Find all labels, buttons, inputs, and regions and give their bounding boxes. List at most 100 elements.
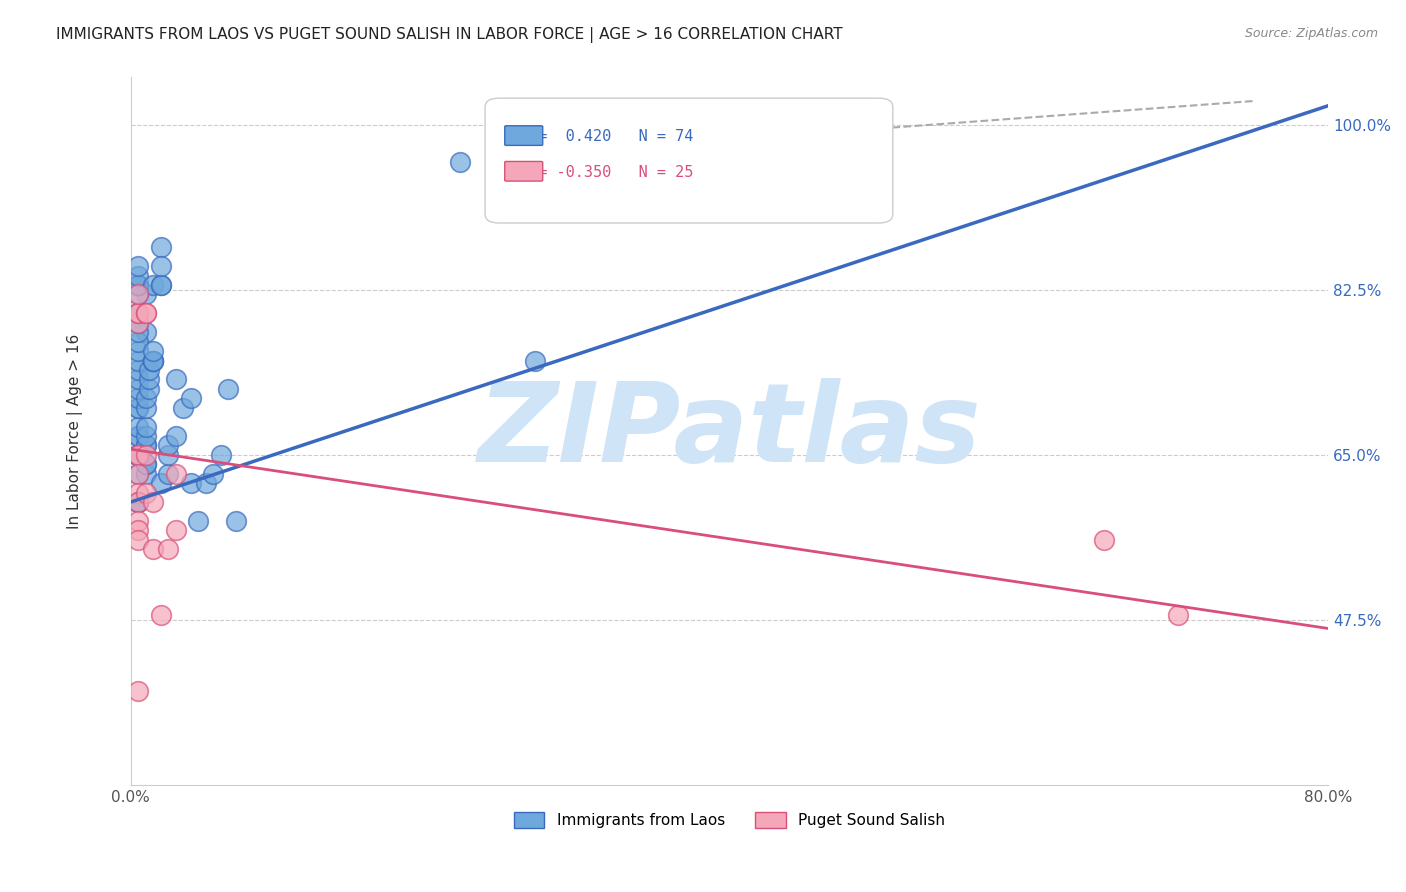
Point: [127, 259, 149, 273]
Point: [127, 353, 149, 368]
Point: [138, 372, 160, 386]
Point: [127, 495, 149, 509]
Point: [127, 485, 149, 500]
Point: [225, 514, 247, 528]
Point: [202, 467, 225, 481]
Text: Source: ZipAtlas.com: Source: ZipAtlas.com: [1244, 27, 1378, 40]
Point: [127, 268, 149, 283]
Point: [149, 240, 172, 254]
Point: [127, 372, 149, 386]
Point: [127, 467, 149, 481]
Point: [127, 683, 149, 698]
Point: [127, 325, 149, 339]
Point: [165, 372, 187, 386]
Point: [142, 353, 165, 368]
Point: [142, 353, 165, 368]
Point: [127, 401, 149, 415]
Point: [149, 278, 172, 293]
Point: [127, 287, 149, 301]
Point: [135, 419, 157, 434]
Point: [127, 448, 149, 462]
Point: [135, 306, 157, 320]
Point: [127, 334, 149, 349]
Point: [127, 533, 149, 547]
Point: [449, 155, 471, 169]
Point: [135, 306, 157, 320]
Point: [165, 429, 187, 443]
Text: R = -0.350   N = 25: R = -0.350 N = 25: [520, 165, 693, 180]
Point: [165, 467, 187, 481]
Point: [127, 467, 149, 481]
Point: [127, 391, 149, 405]
Point: [142, 278, 165, 293]
Point: [127, 448, 149, 462]
Point: [1167, 608, 1189, 623]
Point: [187, 514, 209, 528]
Point: [135, 401, 157, 415]
Point: [127, 316, 149, 330]
Point: [157, 467, 180, 481]
Point: [138, 363, 160, 377]
Point: [180, 391, 202, 405]
Point: [135, 485, 157, 500]
Point: [127, 514, 149, 528]
Point: [157, 542, 180, 557]
Point: [127, 306, 149, 320]
Point: [127, 495, 149, 509]
Point: [142, 495, 165, 509]
Point: [793, 127, 815, 141]
Point: [135, 438, 157, 452]
Point: [127, 448, 149, 462]
Point: [135, 458, 157, 472]
Legend: Immigrants from Laos, Puget Sound Salish: Immigrants from Laos, Puget Sound Salish: [508, 805, 952, 834]
Point: [127, 401, 149, 415]
Point: [523, 353, 546, 368]
Point: [127, 495, 149, 509]
Point: [142, 542, 165, 557]
Point: [127, 495, 149, 509]
Point: [157, 438, 180, 452]
Point: [209, 448, 232, 462]
Point: [127, 448, 149, 462]
Point: [127, 448, 149, 462]
Point: [135, 287, 157, 301]
Point: [127, 278, 149, 293]
Point: [149, 278, 172, 293]
Point: [142, 353, 165, 368]
Point: [194, 476, 217, 491]
Point: [135, 391, 157, 405]
Text: R =  0.420   N = 74: R = 0.420 N = 74: [520, 129, 693, 145]
Point: [1092, 533, 1115, 547]
Point: [135, 438, 157, 452]
Point: [127, 429, 149, 443]
Point: [135, 458, 157, 472]
Point: [165, 524, 187, 538]
Point: [127, 448, 149, 462]
Point: [127, 448, 149, 462]
Point: [149, 608, 172, 623]
Point: [138, 382, 160, 396]
Point: [157, 448, 180, 462]
Point: [142, 344, 165, 359]
Point: [135, 448, 157, 462]
Point: [172, 401, 194, 415]
Point: [127, 382, 149, 396]
Point: [135, 429, 157, 443]
Point: [149, 259, 172, 273]
Point: [135, 467, 157, 481]
Point: [127, 344, 149, 359]
Point: [149, 476, 172, 491]
Point: [180, 476, 202, 491]
Point: [127, 429, 149, 443]
Point: [127, 278, 149, 293]
Point: [127, 278, 149, 293]
Point: [127, 306, 149, 320]
Y-axis label: In Labor Force | Age > 16: In Labor Force | Age > 16: [67, 334, 83, 529]
Point: [127, 448, 149, 462]
Point: [217, 382, 239, 396]
Point: [127, 306, 149, 320]
Point: [127, 306, 149, 320]
Point: [127, 287, 149, 301]
Text: ZIPatlas: ZIPatlas: [478, 378, 981, 484]
Point: [127, 316, 149, 330]
